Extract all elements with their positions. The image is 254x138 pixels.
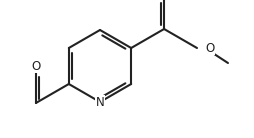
Text: O: O <box>205 42 214 55</box>
Text: O: O <box>31 59 41 72</box>
Text: N: N <box>96 95 104 108</box>
